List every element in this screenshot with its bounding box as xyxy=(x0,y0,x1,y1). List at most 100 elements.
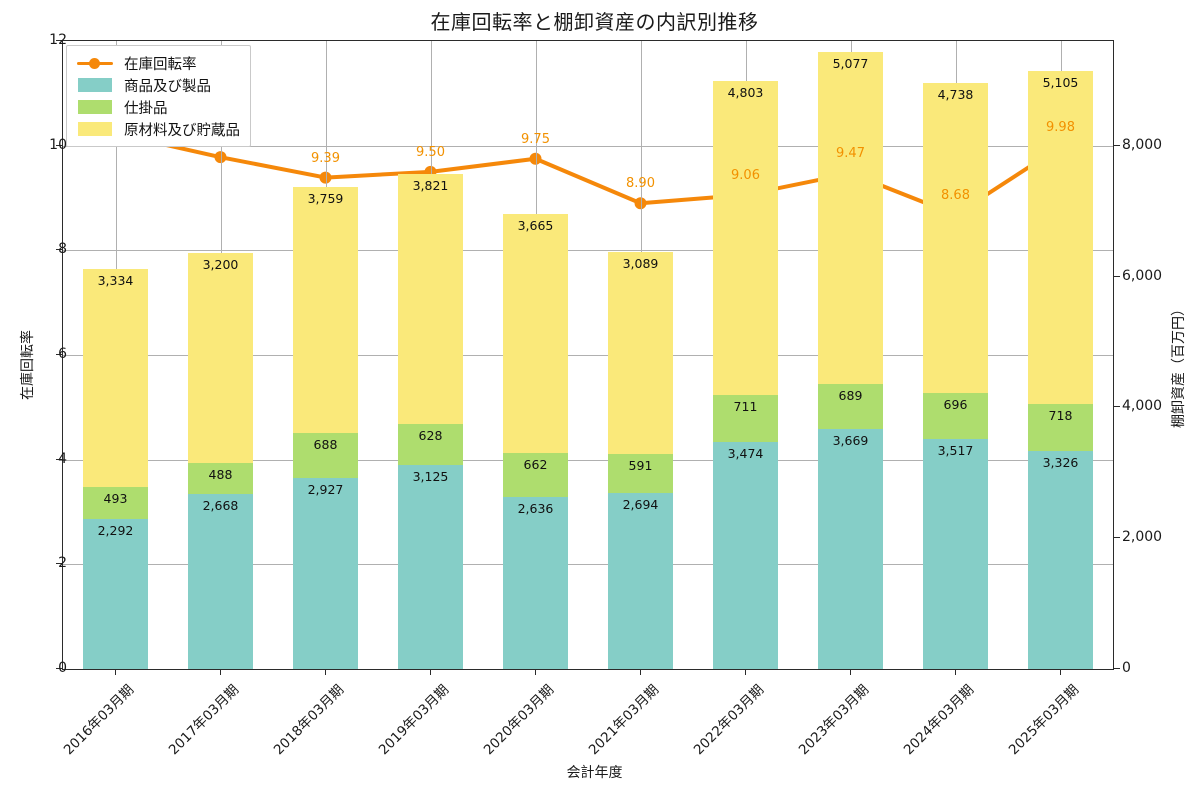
legend-item[interactable]: 原材料及び貯蔵品 xyxy=(75,118,240,140)
bar-segment[interactable] xyxy=(187,462,254,495)
bar-segment[interactable] xyxy=(502,496,569,669)
x-axis-tick xyxy=(639,670,641,675)
x-axis-tick xyxy=(114,670,116,675)
bar-stack-group[interactable]: 3,125 628 3,821 xyxy=(397,41,464,669)
bar-value-label: 3,326 xyxy=(1042,455,1079,471)
legend-item-label: 商品及び製品 xyxy=(124,78,211,95)
y-axis-tick-left xyxy=(56,563,62,565)
bar-value-label: 688 xyxy=(313,436,338,452)
gridline-horizontal xyxy=(63,355,1113,356)
bar-value-label: 3,665 xyxy=(517,217,554,233)
bar-segment[interactable] xyxy=(712,81,779,396)
legend-dot-icon xyxy=(89,58,100,69)
legend-color-swatch-icon xyxy=(75,121,115,137)
bar-segment[interactable] xyxy=(187,253,254,463)
y-axis-tick-label-left: 10 xyxy=(49,136,67,153)
bar-value-label: 662 xyxy=(523,457,548,473)
bar-stack-group[interactable]: 2,694 591 3,089 xyxy=(607,41,674,669)
legend-item-label: 原材料及び貯蔵品 xyxy=(124,122,240,139)
bar-segment[interactable] xyxy=(187,494,254,669)
x-axis-tick xyxy=(324,670,326,675)
bar-stack-group[interactable]: 2,636 662 3,665 xyxy=(502,41,569,669)
legend-item-label: 在庫回転率 xyxy=(124,56,197,73)
bar-value-label: 4,738 xyxy=(937,87,974,103)
bar-stack-group[interactable]: 2,668 488 3,200 xyxy=(187,41,254,669)
legend-line-marker-icon xyxy=(75,55,115,71)
bar-value-label: 3,759 xyxy=(307,190,344,206)
bar-value-label: 591 xyxy=(628,458,653,474)
bar-segment[interactable] xyxy=(922,438,989,669)
bar-segment[interactable] xyxy=(502,453,569,497)
bar-value-label: 696 xyxy=(943,397,968,413)
bar-segment[interactable] xyxy=(292,186,359,433)
legend-swatch xyxy=(78,100,112,114)
line-value-label: 9.06 xyxy=(731,167,760,183)
line-value-label: 8.90 xyxy=(626,176,655,192)
y-axis-tick-label-left: 6 xyxy=(58,346,67,362)
chart-legend: 在庫回転率商品及び製品 仕掛品原材料及び貯蔵品 xyxy=(66,45,251,147)
bar-value-label: 3,334 xyxy=(97,272,134,288)
bar-stack-group[interactable]: 3,326 718 5,105 xyxy=(1027,41,1094,669)
y-axis-tick-label-right: 8,000 xyxy=(1122,136,1163,153)
y-axis-tick-label-right: 2,000 xyxy=(1122,529,1163,546)
y-axis-tick-label-right: 0 xyxy=(1122,660,1131,676)
bar-value-label: 5,077 xyxy=(832,55,869,71)
legend-item[interactable]: 在庫回転率 xyxy=(75,52,240,74)
line-value-label: 8.68 xyxy=(941,187,970,203)
bar-value-label: 711 xyxy=(733,399,758,415)
bar-segment[interactable] xyxy=(922,83,989,394)
bar-value-label: 488 xyxy=(208,466,233,482)
y-axis-tick-label-left: 4 xyxy=(58,450,67,467)
bar-segment[interactable] xyxy=(82,519,149,669)
bar-segment[interactable] xyxy=(817,51,884,384)
bar-segment[interactable] xyxy=(397,173,464,424)
bar-segment[interactable] xyxy=(1027,404,1094,452)
y-axis-tick-right xyxy=(1114,537,1120,539)
bar-segment[interactable] xyxy=(502,213,569,454)
gridline-horizontal xyxy=(63,564,1113,566)
bar-segment[interactable] xyxy=(712,395,779,442)
bar-segment[interactable] xyxy=(817,383,884,429)
bar-segment[interactable] xyxy=(607,252,674,455)
legend-color-swatch-icon xyxy=(75,77,115,93)
y-axis-tick-left xyxy=(56,668,62,669)
y-axis-tick-label-right: 6,000 xyxy=(1122,267,1163,284)
bar-segment[interactable] xyxy=(607,492,674,669)
bar-segment[interactable] xyxy=(292,432,359,478)
y-axis-tick-label-right: 4,000 xyxy=(1122,398,1163,415)
bar-segment[interactable] xyxy=(292,477,359,669)
bar-value-label: 3,474 xyxy=(727,445,764,461)
legend-swatch xyxy=(78,78,112,92)
y-axis-tick-left xyxy=(56,144,62,146)
gridline-horizontal xyxy=(63,145,1113,147)
bar-value-label: 3,200 xyxy=(202,257,239,273)
bar-segment[interactable] xyxy=(397,423,464,465)
bar-segment[interactable] xyxy=(82,268,149,487)
legend-item[interactable]: 商品及び製品 xyxy=(75,74,240,96)
bar-value-label: 3,125 xyxy=(412,468,449,484)
bar-segment[interactable] xyxy=(922,393,989,439)
y-axis-tick-left xyxy=(56,354,62,355)
bar-stack-group[interactable]: 2,292 493 3,334 xyxy=(82,41,149,669)
bar-segment[interactable] xyxy=(712,441,779,669)
bar-stack-group[interactable]: 3,474 711 4,803 xyxy=(712,41,779,669)
bar-segment[interactable] xyxy=(1027,451,1094,669)
bar-segment[interactable] xyxy=(82,486,149,520)
bar-value-label: 3,821 xyxy=(412,177,449,193)
bar-segment[interactable] xyxy=(817,429,884,669)
bar-stack-group[interactable]: 2,927 688 3,759 xyxy=(292,41,359,669)
bar-value-label: 3,517 xyxy=(937,442,974,458)
bar-stack-group[interactable]: 3,517 696 4,738 xyxy=(922,41,989,669)
bar-stack-group[interactable]: 3,669 689 5,077 xyxy=(817,41,884,669)
line-value-label: 9.50 xyxy=(416,144,445,160)
bar-value-label: 3,089 xyxy=(622,256,659,272)
bar-segment[interactable] xyxy=(1027,70,1094,405)
bar-segment[interactable] xyxy=(607,454,674,493)
legend-item[interactable]: 仕掛品 xyxy=(75,96,240,118)
bar-value-label: 5,105 xyxy=(1042,74,1079,90)
bar-segment[interactable] xyxy=(397,464,464,669)
y-axis-tick-left xyxy=(56,249,62,251)
bar-value-label: 2,668 xyxy=(202,498,239,514)
x-axis-tick xyxy=(849,670,851,675)
y-axis-tick-right xyxy=(1114,144,1120,146)
